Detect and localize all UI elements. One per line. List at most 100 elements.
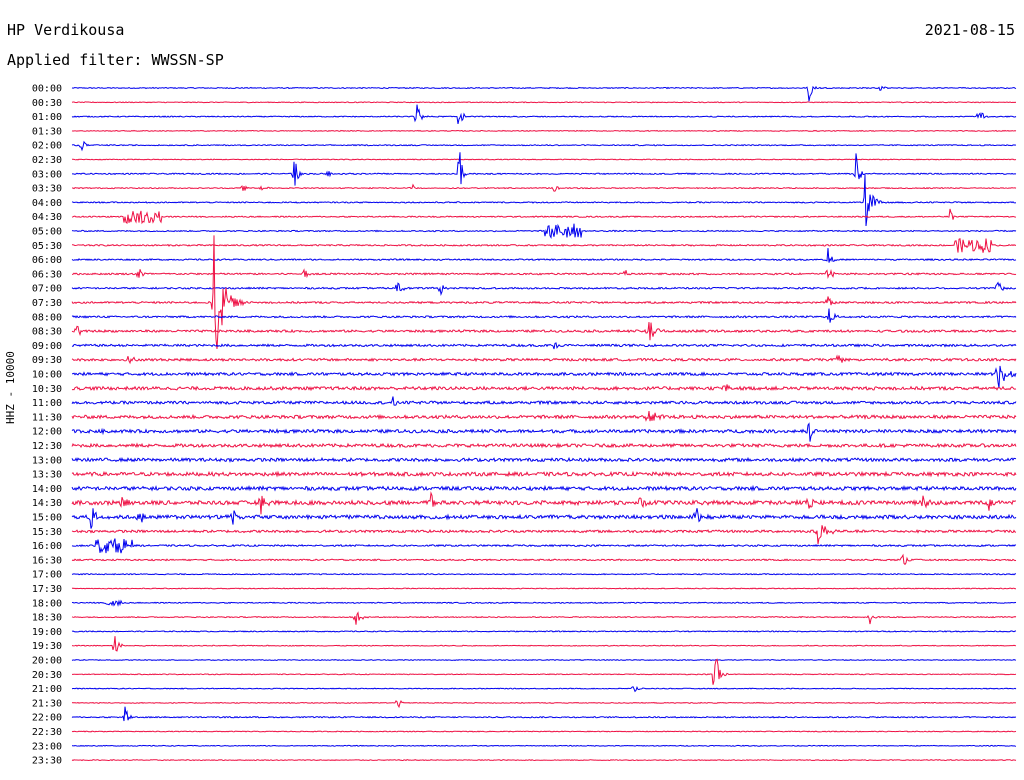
trace-line: [71, 208, 1017, 225]
row-time-label: 20:00: [32, 656, 62, 667]
row-time-label: 05:00: [32, 227, 62, 238]
row-time-label: 08:00: [32, 312, 62, 323]
trace-line: [71, 158, 1017, 161]
trace-line: [71, 248, 1017, 263]
trace-line: [71, 85, 1017, 102]
row-time-label: 17:30: [32, 584, 62, 595]
trace-line: [71, 354, 1017, 365]
row-time-label: 10:00: [32, 370, 62, 381]
station-title: HP Verdikousa: [7, 21, 125, 39]
row-time-label: 03:30: [32, 184, 62, 195]
row-time-label: 14:30: [32, 498, 62, 509]
row-time-label: 12:30: [32, 441, 62, 452]
row-time-label: 19:30: [32, 641, 62, 652]
trace-line: [72, 365, 1017, 389]
row-time-label: 20:30: [32, 670, 62, 681]
row-time-label: 06:30: [32, 269, 62, 280]
trace-line: [71, 759, 1017, 762]
trace-line: [71, 508, 1017, 529]
row-time-label: 09:00: [32, 341, 62, 352]
row-time-label: 15:30: [32, 527, 62, 538]
trace-line: [71, 281, 1017, 297]
row-time-label: 14:00: [32, 484, 62, 495]
row-time-label: 16:30: [32, 555, 62, 566]
trace-line: [71, 442, 1017, 449]
trace-line: [71, 706, 1017, 722]
row-time-label: 09:30: [32, 355, 62, 366]
row-time-label: 01:30: [32, 126, 62, 137]
row-time-label: 18:30: [32, 613, 62, 624]
trace-line: [71, 699, 1017, 709]
row-time-label: 18:00: [32, 598, 62, 609]
trace-line: [71, 422, 1017, 442]
row-time-label: 23:30: [32, 756, 62, 767]
trace-line: [71, 491, 1016, 515]
trace-line: [71, 611, 1017, 625]
trace-line: [71, 140, 1017, 152]
trace-line: [71, 587, 1016, 590]
row-time-label: 16:00: [32, 541, 62, 552]
trace-line: [71, 636, 1017, 652]
row-time-label: 07:00: [32, 284, 62, 295]
row-time-label: 13:00: [32, 455, 62, 466]
trace-line: [71, 730, 1017, 733]
row-time-label: 00:30: [32, 98, 62, 109]
row-time-label: 01:00: [32, 112, 62, 123]
row-time-label: 02:00: [32, 141, 62, 152]
trace-line: [71, 396, 1017, 406]
trace-line: [71, 223, 1017, 239]
row-time-label: 22:00: [32, 713, 62, 724]
trace-line: [71, 484, 1017, 492]
row-time-label: 22:30: [32, 727, 62, 738]
trace-line: [71, 685, 1017, 693]
trace-line: [72, 658, 1017, 685]
trace-line: [72, 183, 1017, 192]
row-time-label: 06:00: [32, 255, 62, 266]
trace-line: [71, 573, 1017, 576]
trace-line: [71, 104, 1017, 125]
row-time-label: 13:30: [32, 470, 62, 481]
row-time-label: 02:30: [32, 155, 62, 166]
trace-line: [71, 658, 1017, 662]
trace-line: [71, 553, 1017, 566]
row-time-label: 23:00: [32, 741, 62, 752]
row-time-label: 08:30: [32, 327, 62, 338]
row-time-label: 15:00: [32, 513, 62, 524]
trace-line: [71, 342, 1017, 350]
trace-line: [71, 599, 1017, 607]
trace-line: [71, 308, 1017, 323]
row-time-label: 07:30: [32, 298, 62, 309]
trace-line: [71, 235, 1017, 350]
filter-label: Applied filter: WWSSN-SP: [7, 51, 224, 69]
date-label: 2021-08-15: [924, 21, 1015, 39]
row-time-label: 04:00: [32, 198, 62, 209]
row-time-label: 21:30: [32, 698, 62, 709]
trace-line: [71, 174, 1017, 227]
row-time-label: 04:30: [32, 212, 62, 223]
row-time-label: 11:00: [32, 398, 62, 409]
trace-line: [71, 384, 1017, 392]
row-time-label: 11:30: [32, 412, 62, 423]
trace-line: [71, 101, 1017, 104]
row-time-label: 05:30: [32, 241, 62, 252]
trace-line: [71, 129, 1017, 132]
trace-line: [71, 630, 1017, 633]
trace-line: [71, 411, 1017, 422]
trace-line: [71, 525, 1017, 545]
trace-line: [72, 237, 1017, 253]
trace-line: [71, 538, 1017, 554]
row-time-label: 12:00: [32, 427, 62, 438]
row-time-label: 21:00: [32, 684, 62, 695]
trace-line: [72, 744, 1017, 747]
row-time-label: 17:00: [32, 570, 62, 581]
row-time-label: 03:00: [32, 169, 62, 180]
trace-line: [71, 322, 1017, 341]
trace-line: [71, 268, 1017, 280]
row-time-label: 19:00: [32, 627, 62, 638]
row-time-label: 10:30: [32, 384, 62, 395]
trace-line: [72, 152, 1017, 186]
trace-line: [71, 456, 1017, 463]
trace-line: [71, 470, 1017, 478]
row-time-label: 00:00: [32, 84, 62, 95]
